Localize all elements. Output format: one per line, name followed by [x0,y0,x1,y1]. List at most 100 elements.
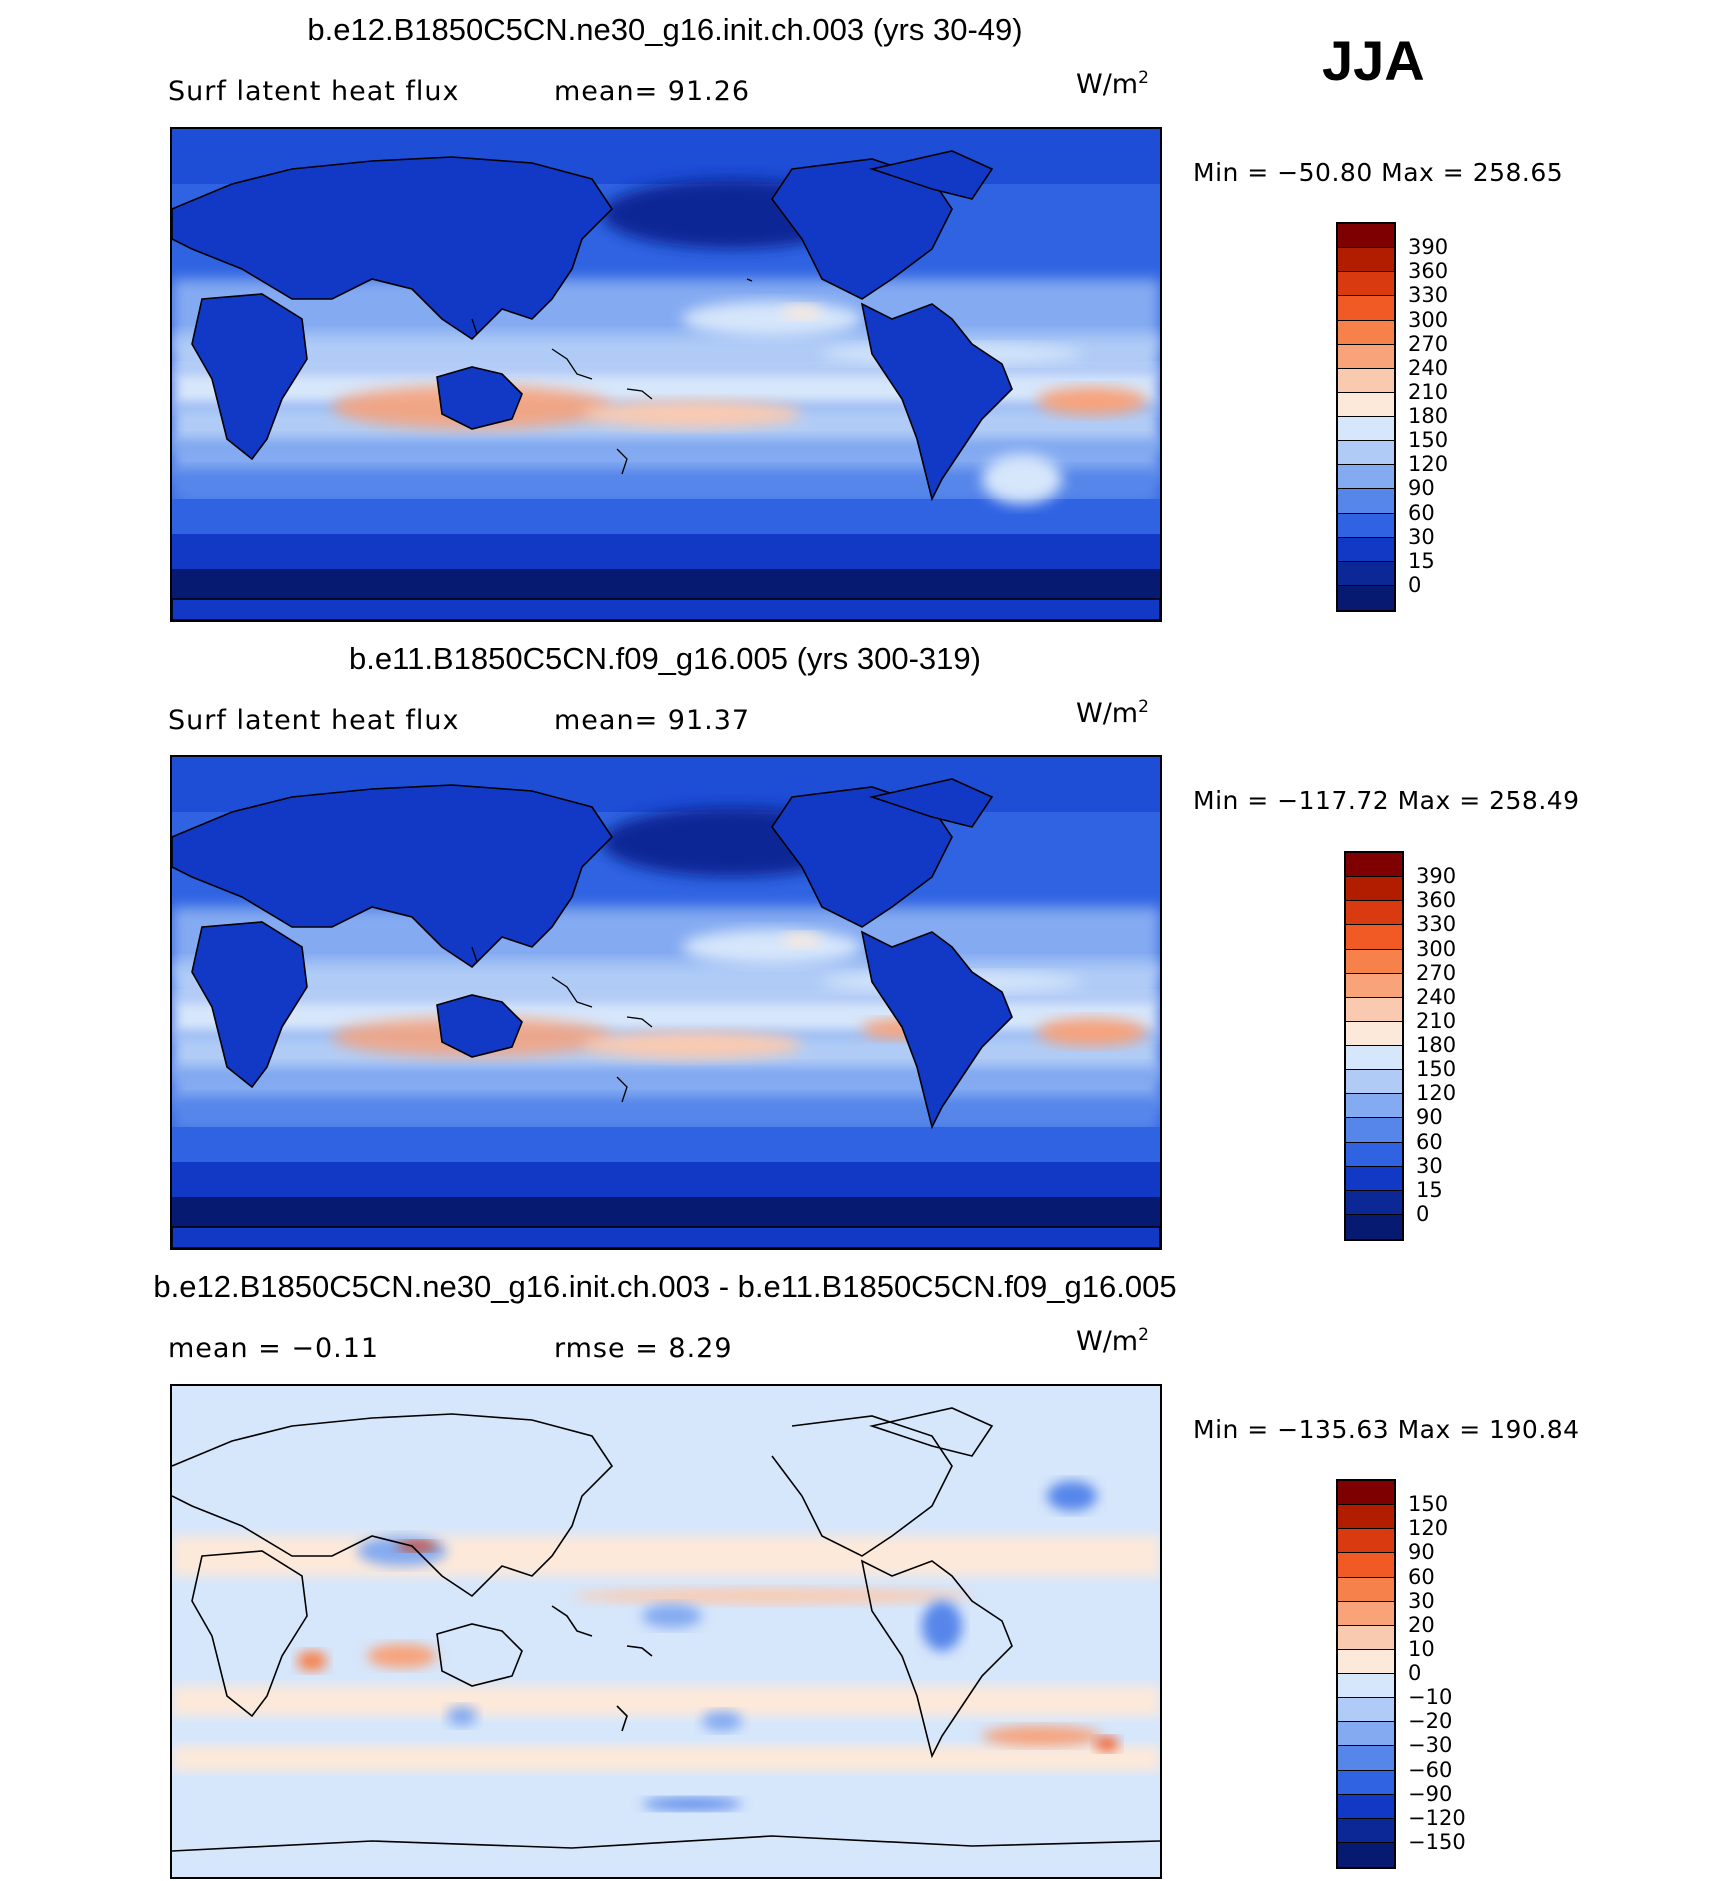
colorbar-tick-label: 210 [1408,379,1449,404]
colorbar-tick-label: −150 [1408,1829,1466,1854]
colorbar-tick-label: 240 [1416,984,1457,1009]
colorbar-tick-label: 330 [1408,283,1449,308]
colorbar-segment [1338,1746,1394,1771]
colorbar-segment [1338,513,1394,538]
colorbar-tick-label: 240 [1408,355,1449,380]
colorbar-segment [1346,1190,1402,1215]
colorbar-segment [1338,1553,1394,1578]
colorbar-segment [1338,1818,1394,1843]
colorbar-tick-label: 30 [1408,524,1435,549]
colorbar-tick-label: 300 [1408,307,1449,332]
colorbar-tick-label: 330 [1416,912,1457,937]
colorbar-segment [1346,973,1402,998]
colorbar-segment [1338,1625,1394,1650]
panel-2-variable-label: Surf latent heat flux [168,705,460,736]
colorbar-segment [1338,1601,1394,1626]
panel-3-minmax: Min = −135.63 Max = 190.84 [1193,1415,1580,1444]
colorbar-tick-label: 150 [1408,428,1449,453]
colorbar-tick-label: −120 [1408,1805,1466,1830]
colorbar-segment [1338,344,1394,369]
colorbar-segment [1346,877,1402,902]
colorbar-tick-label: 120 [1416,1081,1457,1106]
colorbar-tick-label: 60 [1416,1129,1443,1154]
colorbar-tick-label: 60 [1408,500,1435,525]
colorbar-segment [1346,997,1402,1022]
colorbar-tick-label: −10 [1408,1685,1453,1710]
colorbar-segment [1338,1722,1394,1747]
colorbar-tick-label: −30 [1408,1733,1453,1758]
colorbar-segment [1338,248,1394,273]
colorbar-tick-label: 120 [1408,1516,1449,1541]
colorbar-tick-label: 90 [1408,1540,1435,1565]
colorbar-segment [1346,1021,1402,1046]
colorbar-tick-label: −60 [1408,1757,1453,1782]
colorbar-segment [1346,853,1402,878]
panel-3-mean: mean = −0.11 [168,1333,380,1364]
colorbar-segment [1338,537,1394,562]
colorbar-segment [1346,1046,1402,1071]
panel-1-map-svg [172,129,1160,620]
panel-3-title: b.e12.B1850C5CN.ne30_g16.init.ch.003 - b… [153,1269,1177,1304]
colorbar-segment [1338,1577,1394,1602]
colorbar-segment [1338,392,1394,417]
panel-2-title: b.e11.B1850C5CN.f09_g16.005 (yrs 300-319… [349,641,981,676]
colorbar-segment [1346,925,1402,950]
panel-3-colorbar [1336,1479,1396,1869]
colorbar-segment [1338,1481,1394,1506]
colorbar-tick-label: 180 [1416,1033,1457,1057]
panel-1-mean: mean= 91.26 [554,76,751,107]
colorbar-segment [1346,1094,1402,1119]
colorbar-tick-label: 300 [1416,936,1457,961]
colorbar-tick-label: −90 [1408,1781,1453,1806]
panel-2-map [170,755,1162,1250]
panel-3-map [170,1384,1162,1879]
colorbar-segment [1346,1214,1402,1239]
colorbar-segment [1338,368,1394,393]
panel-1-title: b.e12.B1850C5CN.ne30_g16.init.ch.003 (yr… [307,12,1023,47]
panel-1-variable-label: Surf latent heat flux [168,76,460,107]
colorbar-segment [1338,320,1394,345]
panel-2-units: W/m2 [1076,697,1149,729]
colorbar-segment [1338,1770,1394,1795]
colorbar-segment [1338,561,1394,586]
colorbar-tick-label: 390 [1408,235,1449,260]
panel-3-units: W/m2 [1076,1325,1149,1357]
panel-1-minmax: Min = −50.80 Max = 258.65 [1193,158,1564,187]
colorbar-tick-label: 90 [1408,476,1435,501]
colorbar-segment [1338,1505,1394,1530]
colorbar-tick-label: 150 [1416,1057,1457,1082]
colorbar-tick-label: 60 [1408,1564,1435,1589]
colorbar-segment [1346,901,1402,926]
colorbar-segment [1338,441,1394,466]
colorbar-segment [1338,489,1394,514]
colorbar-tick-label: 30 [1408,1588,1435,1613]
season-label: JJA [1322,29,1425,92]
colorbar-tick-label: 390 [1416,864,1457,889]
colorbar-segment [1338,1842,1394,1867]
colorbar-segment [1338,417,1394,442]
panel-2-minmax: Min = −117.72 Max = 258.49 [1193,786,1580,815]
colorbar-segment [1338,1794,1394,1819]
panel-1-colorbar [1336,222,1396,612]
colorbar-tick-label: 10 [1408,1636,1435,1661]
panel-2-map-svg [172,757,1160,1248]
panel-3-map-svg [172,1386,1160,1877]
colorbar-segment [1338,224,1394,249]
colorbar-segment [1338,1674,1394,1699]
colorbar-segment [1338,296,1394,321]
colorbar-tick-label: 20 [1408,1612,1435,1637]
colorbar-tick-label: 210 [1416,1008,1457,1033]
colorbar-tick-label: 0 [1408,1661,1422,1685]
colorbar-tick-label: 0 [1408,572,1422,597]
colorbar-tick-label: 360 [1416,888,1457,913]
colorbar-segment [1338,1649,1394,1674]
colorbar-segment [1338,585,1394,610]
colorbar-tick-label: −20 [1408,1709,1453,1734]
colorbar-tick-label: 30 [1416,1153,1443,1178]
panel-2-mean: mean= 91.37 [554,705,751,736]
colorbar-segment [1338,465,1394,490]
colorbar-tick-label: 270 [1416,960,1457,985]
colorbar-segment [1346,1166,1402,1191]
colorbar-tick-label: 90 [1416,1105,1443,1130]
colorbar-tick-label: 15 [1416,1177,1443,1202]
